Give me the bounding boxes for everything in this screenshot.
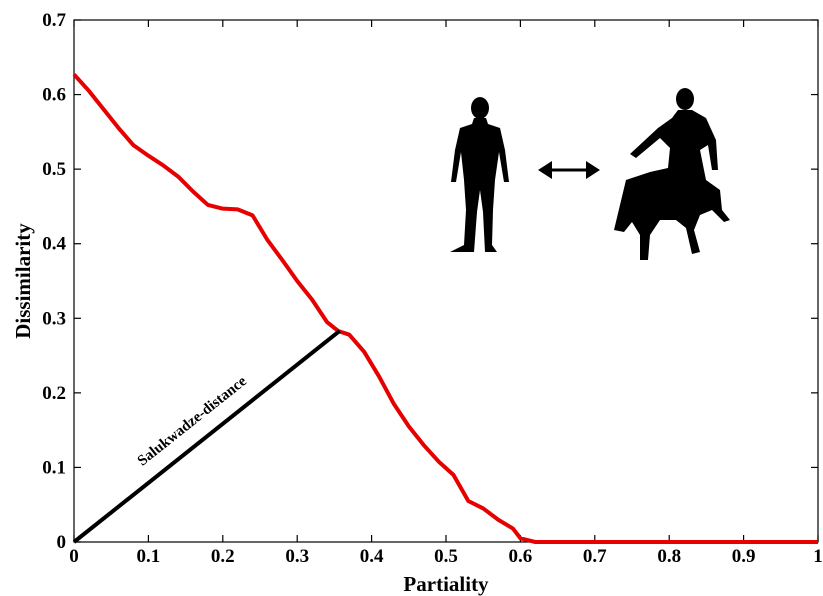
y-tick-label: 0.7 (42, 10, 66, 31)
x-tick-label: 0.1 (137, 546, 161, 567)
x-tick-label: 1 (813, 546, 823, 567)
y-axis-label: Dissimilarity (11, 223, 35, 339)
human-silhouette (450, 97, 509, 252)
annotation-label: Salukwadze-distance (135, 373, 250, 469)
x-axis-label: Partiality (403, 572, 489, 596)
x-tick-label: 0.4 (360, 546, 384, 567)
centaur-silhouette (614, 88, 730, 260)
x-tick-label: 0.6 (509, 546, 533, 567)
y-tick-label: 0 (57, 532, 67, 553)
x-tick-label: 0.8 (657, 546, 681, 567)
x-tick-label: 0.9 (732, 546, 756, 567)
x-tick-label: 0.2 (211, 546, 235, 567)
annotation-line (72, 329, 341, 544)
plot-frame (73, 19, 819, 543)
y-tick-label: 0.3 (42, 308, 66, 329)
y-tick-label: 0.6 (42, 85, 66, 106)
x-tick-label: 0.3 (285, 546, 309, 567)
y-tick-label: 0.4 (42, 234, 66, 255)
x-tick-label: 0.5 (434, 546, 458, 567)
y-tick-label: 0.2 (42, 383, 66, 404)
y-tick-label: 0.5 (42, 159, 66, 180)
double-arrow (538, 161, 600, 179)
y-tick-label: 0.1 (42, 457, 66, 478)
x-tick-label: 0 (69, 546, 79, 567)
x-tick-label: 0.7 (583, 546, 607, 567)
